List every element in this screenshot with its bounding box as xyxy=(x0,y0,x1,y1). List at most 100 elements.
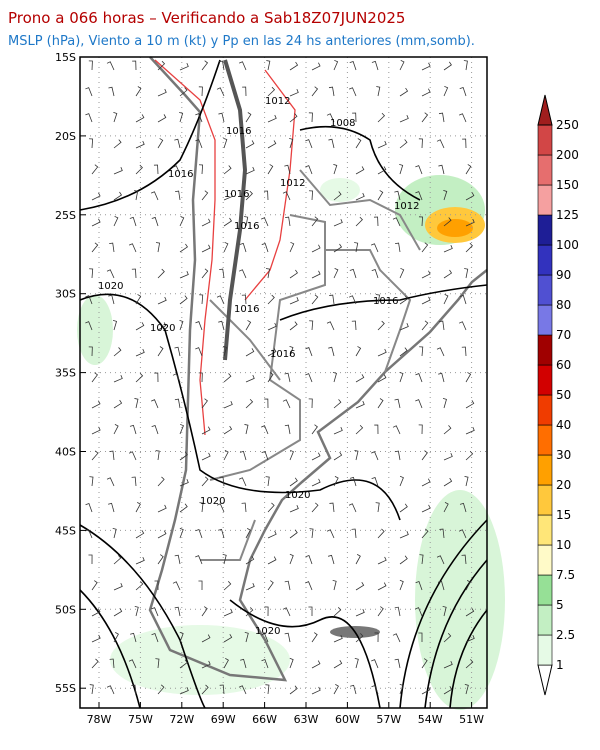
wind-barb xyxy=(399,531,409,539)
wind-barb xyxy=(305,581,313,591)
wind-barb xyxy=(437,580,445,591)
lat-label: 45S xyxy=(55,524,76,537)
isobar xyxy=(79,524,206,709)
isobar-label: 1020 xyxy=(150,323,175,334)
wind-barb xyxy=(223,137,228,149)
wind-barb xyxy=(333,399,342,409)
wind-barb xyxy=(239,61,247,71)
wind-barb xyxy=(238,269,247,279)
isobar-label: 1020 xyxy=(255,626,280,637)
wind-barb xyxy=(201,268,209,279)
colorbar-segment xyxy=(537,424,553,456)
wind-barb xyxy=(179,631,184,643)
wind-barb xyxy=(223,165,232,175)
wind-barb xyxy=(399,114,409,123)
wind-barb xyxy=(198,580,203,591)
wind-barb xyxy=(218,60,225,71)
wind-barb xyxy=(459,294,467,305)
wind-barb xyxy=(134,605,139,617)
wind-barb xyxy=(395,242,401,253)
wind-barb xyxy=(464,268,469,279)
wind-barb xyxy=(222,345,228,357)
wind-barb xyxy=(244,424,249,435)
wind-barb xyxy=(91,400,101,409)
wind-barb xyxy=(377,190,384,201)
wind-barb xyxy=(332,371,337,383)
wind-barb xyxy=(392,633,401,643)
wind-barb xyxy=(465,580,471,591)
wind-barb xyxy=(157,138,164,149)
wind-barb xyxy=(131,476,137,487)
colorbar-segment xyxy=(537,334,553,366)
wind-barb xyxy=(348,295,357,305)
wind-barb xyxy=(284,580,291,591)
lat-label: 55S xyxy=(55,682,76,695)
wind-barb xyxy=(155,242,161,253)
precip-area xyxy=(77,295,113,365)
wind-barb xyxy=(135,322,145,331)
wind-barb xyxy=(421,450,428,461)
wind-barb xyxy=(265,476,270,487)
wind-barb xyxy=(443,293,449,305)
isobar-label: 1016 xyxy=(226,126,251,137)
wind-barb xyxy=(113,423,119,435)
wind-barb xyxy=(91,218,101,227)
wind-barb xyxy=(157,346,164,357)
wind-barb xyxy=(245,112,252,123)
isobar-label: 1016 xyxy=(224,189,249,200)
wind-barb xyxy=(195,113,203,123)
wind-barb xyxy=(311,216,319,227)
wind-barb xyxy=(399,579,404,591)
wind-barb xyxy=(348,503,357,513)
wind-barb xyxy=(371,60,379,71)
wind-barb xyxy=(201,452,211,461)
wind-barb xyxy=(135,164,143,175)
wind-barb xyxy=(261,659,269,669)
wind-barb xyxy=(443,269,453,279)
wind-barb xyxy=(419,554,424,565)
wind-barb xyxy=(155,658,160,669)
wind-barb xyxy=(333,267,339,279)
colorbar-arrow xyxy=(537,664,553,696)
wind-barb xyxy=(91,634,101,643)
wind-barb xyxy=(155,450,160,461)
wind-barb xyxy=(333,684,339,695)
wind-barb xyxy=(377,112,386,123)
wind-barb xyxy=(309,320,314,331)
wind-barb xyxy=(267,322,277,331)
colorbar-segment xyxy=(537,634,553,666)
lon-label: 51W xyxy=(459,713,484,726)
wind-barb xyxy=(349,60,357,71)
wind-barb xyxy=(151,607,159,617)
wind-barb xyxy=(311,424,318,435)
wind-barb xyxy=(179,87,188,97)
wind-barb xyxy=(223,449,229,461)
colorbar-label: 40 xyxy=(556,418,571,432)
wind-barb xyxy=(131,684,137,695)
wind-barb xyxy=(355,346,362,357)
wind-barb xyxy=(371,659,379,669)
colorbar-segment xyxy=(537,394,553,426)
wind-barb xyxy=(85,295,93,305)
wind-barb xyxy=(199,502,204,513)
wind-barb xyxy=(157,88,167,97)
wind-barb xyxy=(421,88,431,97)
wind-barb xyxy=(328,346,335,357)
wind-barb xyxy=(377,398,384,409)
wind-barb xyxy=(263,190,269,201)
wind-barb xyxy=(399,139,408,149)
wind-barb xyxy=(201,426,211,435)
wind-barb xyxy=(154,580,159,591)
lat-label: 20S xyxy=(55,130,76,143)
wind-barb xyxy=(327,554,335,565)
wind-barb xyxy=(311,452,321,461)
wind-barb xyxy=(154,372,159,383)
colorbar-arrow xyxy=(537,94,553,126)
wind-barb xyxy=(289,553,294,565)
wind-barb xyxy=(195,321,203,331)
wind-barb xyxy=(333,243,343,253)
wind-barb xyxy=(374,424,379,435)
wind-barb xyxy=(261,242,269,253)
wind-barb xyxy=(239,450,247,461)
wind-barb xyxy=(223,373,232,383)
